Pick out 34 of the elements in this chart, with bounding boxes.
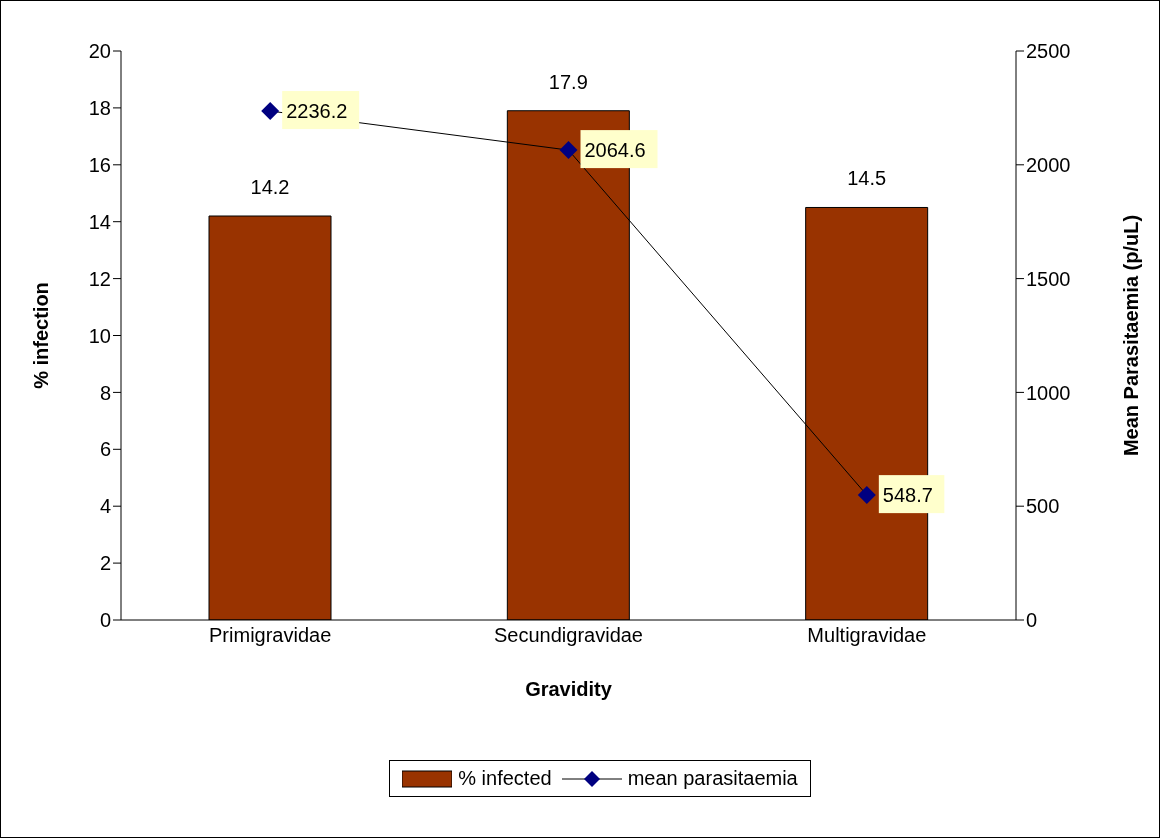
legend-label: mean parasitaemia [627,767,798,790]
y2-tick-label: 2500 [1026,40,1071,63]
data-label: 2064.6 [584,139,646,162]
y-tick-label: 6 [99,438,111,461]
x-tick-label: Secundigravidae [494,624,643,647]
y-tick-label: 2 [99,552,111,575]
legend-label: % infected [458,767,552,790]
y-tick-label: 0 [99,609,111,632]
y2-tick-label: 1000 [1026,381,1071,404]
y-axis-title: % infection [30,282,53,389]
point [857,486,876,505]
point [559,141,578,160]
y-tick-label: 4 [99,495,111,518]
y2-tick-label: 2000 [1026,153,1071,176]
y2-tick-label: 0 [1026,609,1038,632]
y2-tick-label: 1500 [1026,267,1071,290]
data-label: 548.7 [882,484,933,507]
y-tick-label: 10 [88,324,111,347]
point [261,102,280,121]
data-label: 14.2 [250,176,290,199]
x-tick-label: Multigravidae [807,624,927,647]
y2-tick-label: 500 [1026,495,1060,518]
data-label: 2236.2 [286,100,348,123]
y2-axis-title: Mean Parasitaemia (p/uL) [1120,214,1143,457]
y-tick-label: 8 [99,381,111,404]
y-tick-label: 16 [88,153,111,176]
y-tick-label: 14 [88,210,111,233]
x-axis-title: Gravidity [525,678,613,701]
x-tick-label: Primigravidae [209,624,332,647]
y-tick-label: 12 [88,267,111,290]
y-tick-label: 18 [88,97,111,119]
data-label: 14.5 [847,167,887,190]
y-tick-label: 20 [88,40,111,63]
data-label: 17.9 [548,70,588,93]
